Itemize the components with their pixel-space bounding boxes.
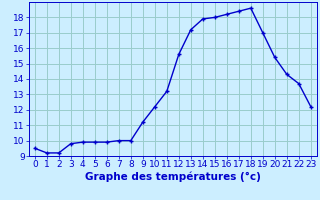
- X-axis label: Graphe des températures (°c): Graphe des températures (°c): [85, 172, 261, 182]
